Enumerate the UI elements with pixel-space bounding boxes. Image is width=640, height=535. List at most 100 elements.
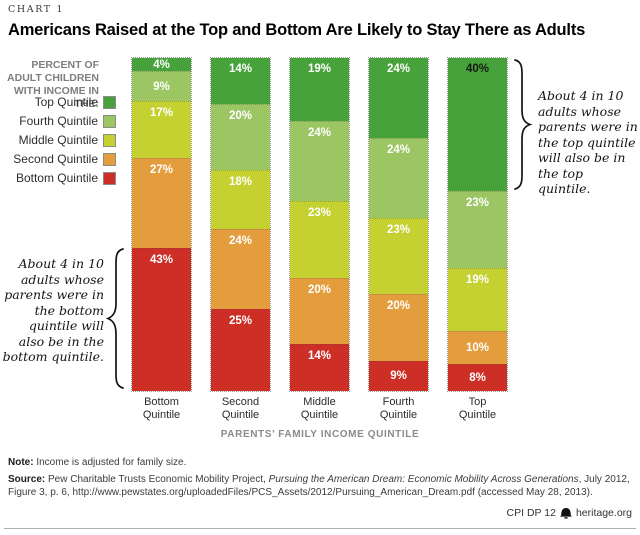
segment-fourth-quintile-fourth-quintile: 24%: [369, 137, 428, 218]
legend-swatch: [103, 115, 116, 128]
segment-value-label: 19%: [307, 63, 332, 75]
segment-value-label: 19%: [465, 273, 490, 286]
legend-heading: PERCENT OF ADULT CHILDREN WITH INCOME IN…: [7, 59, 99, 110]
x-label-line: Top: [468, 396, 487, 408]
segment-value-label: 20%: [228, 110, 253, 123]
segment-value-label: 8%: [469, 372, 486, 385]
segment-value-label: 20%: [386, 300, 411, 313]
legend-item-label: Second Quintile: [13, 152, 98, 166]
legend-item-label: Top Quintile: [34, 95, 98, 109]
segment-value-label: 10%: [465, 342, 490, 355]
segment-value-label: 20%: [307, 283, 332, 296]
x-label-line: Fourth: [382, 396, 415, 408]
bar-middle-quintile: 19% 24% 23% 20% 14%: [289, 57, 350, 392]
segment-value-label: 18%: [228, 176, 253, 189]
source-line: Source: Pew Charitable Trusts Economic M…: [8, 473, 632, 499]
segment-value-label: 24%: [307, 127, 332, 140]
segment-top-quintile-second-quintile: 10%: [448, 331, 507, 365]
stacked-bar-chart: 4% 9% 17% 27% 43% 14% 20% 18% 24% 25% 19% 24% 23% 20%…: [131, 57, 508, 392]
source-prefix: Pew Charitable Trusts Economic Mobility …: [45, 474, 269, 485]
x-label-line: Quintile: [458, 409, 497, 421]
segment-value-label: 9%: [390, 370, 407, 383]
annotation-top-quintile: About 4 in 10 adults whose parents were …: [538, 88, 638, 196]
left-brace: [105, 248, 124, 389]
note-text: Income is adjusted for family size.: [33, 457, 187, 468]
segment-top-quintile-bottom-quintile: 8%: [448, 364, 507, 391]
segment-value-label: 27%: [149, 163, 174, 176]
segment-value-label: 14%: [307, 350, 332, 363]
legend-swatch: [103, 153, 116, 166]
x-label-line: Quintile: [221, 409, 260, 421]
chart-kicker: CHART 1: [8, 4, 65, 15]
segment-bottom-quintile-top-quintile: 4%: [132, 58, 191, 72]
segment-second-quintile-middle-quintile: 18%: [211, 170, 270, 230]
source-label: Source:: [8, 474, 46, 485]
credit-line: CPI DP 12 heritage.org: [507, 507, 632, 519]
credit-site[interactable]: heritage.org: [575, 507, 632, 519]
legend-item-label: Bottom Quintile: [15, 171, 98, 185]
segment-top-quintile-fourth-quintile: 23%: [448, 191, 507, 268]
x-axis-label-fourth-quintile: Fourth Quintile: [359, 396, 438, 422]
segment-value-label: 23%: [307, 207, 332, 220]
note-line: Note: Income is adjusted for family size…: [8, 456, 186, 469]
segment-bottom-quintile-bottom-quintile: 43%: [132, 247, 191, 391]
annotation-bottom-quintile: About 4 in 10 adults whose parents were …: [2, 256, 104, 364]
legend-swatch: [103, 172, 116, 185]
bottom-rule: [4, 528, 636, 529]
segment-value-label: 23%: [386, 223, 411, 236]
segment-value-label: 17%: [149, 107, 174, 120]
legend-item-fourth-quintile: Fourth Quintile: [0, 115, 116, 128]
legend-item-top-quintile: Top Quintile: [0, 96, 116, 109]
segment-bottom-quintile-second-quintile: 27%: [132, 157, 191, 248]
legend-item-label: Fourth Quintile: [19, 114, 98, 128]
segment-second-quintile-top-quintile: 14%: [211, 58, 270, 105]
segment-second-quintile-bottom-quintile: 25%: [211, 308, 270, 391]
x-axis-label-top-quintile: Top Quintile: [438, 396, 517, 422]
x-label-line: Second: [221, 396, 260, 408]
segment-bottom-quintile-fourth-quintile: 9%: [132, 71, 191, 102]
legend-item-middle-quintile: Middle Quintile: [0, 134, 116, 147]
segment-fourth-quintile-middle-quintile: 23%: [369, 217, 428, 295]
legend: Top Quintile Fourth Quintile Middle Quinti…: [0, 96, 116, 185]
bar-top-quintile: 40% 23% 19% 10% 8%: [447, 57, 508, 392]
x-label-line: Quintile: [379, 409, 418, 421]
segment-fourth-quintile-second-quintile: 20%: [369, 294, 428, 361]
segment-second-quintile-second-quintile: 24%: [211, 229, 270, 309]
page-title: Americans Raised at the Top and Bottom A…: [8, 21, 586, 39]
legend-item-bottom-quintile: Bottom Quintile: [0, 172, 116, 185]
segment-middle-quintile-bottom-quintile: 14%: [290, 344, 349, 391]
segment-value-label: 23%: [465, 197, 490, 210]
bar-second-quintile: 14% 20% 18% 24% 25%: [210, 57, 271, 392]
source-publication: Pursuing the American Dream: Economic Mo…: [268, 474, 579, 485]
source-suffix: , July 2012,: [578, 474, 630, 485]
segment-middle-quintile-second-quintile: 20%: [290, 277, 349, 345]
segment-second-quintile-fourth-quintile: 20%: [211, 104, 270, 171]
segment-value-label: 4%: [153, 58, 170, 71]
segment-value-label: 24%: [386, 143, 411, 156]
credit-code: CPI DP 12: [506, 507, 556, 519]
segment-value-label: 24%: [228, 235, 253, 248]
legend-swatch: [103, 96, 116, 109]
segment-value-label: 9%: [153, 80, 170, 93]
legend-item-label: Middle Quintile: [18, 133, 98, 147]
segment-value-label: 25%: [228, 314, 253, 327]
x-label-line: Quintile: [300, 409, 339, 421]
x-label-line: Bottom: [144, 396, 179, 408]
bar-fourth-quintile: 24% 24% 23% 20% 9%: [368, 57, 429, 392]
segment-middle-quintile-middle-quintile: 23%: [290, 201, 349, 278]
segment-fourth-quintile-bottom-quintile: 9%: [369, 360, 428, 391]
segment-value-label: 14%: [228, 63, 253, 75]
x-label-line: Quintile: [142, 409, 181, 421]
x-axis-label-middle-quintile: Middle Quintile: [280, 396, 359, 422]
segment-value-label: 24%: [386, 63, 411, 75]
segment-fourth-quintile-top-quintile: 24%: [369, 58, 428, 138]
source-line2: Figure 3, p. 6, http://www.pewstates.org…: [8, 487, 593, 498]
segment-bottom-quintile-middle-quintile: 17%: [132, 101, 191, 158]
segment-value-label: 40%: [465, 63, 490, 75]
segment-top-quintile-top-quintile: 40%: [448, 58, 507, 192]
right-brace: [514, 59, 533, 190]
bar-bottom-quintile: 4% 9% 17% 27% 43%: [131, 57, 192, 392]
segment-top-quintile-middle-quintile: 19%: [448, 267, 507, 332]
x-axis-label-bottom-quintile: Bottom Quintile: [122, 396, 201, 422]
